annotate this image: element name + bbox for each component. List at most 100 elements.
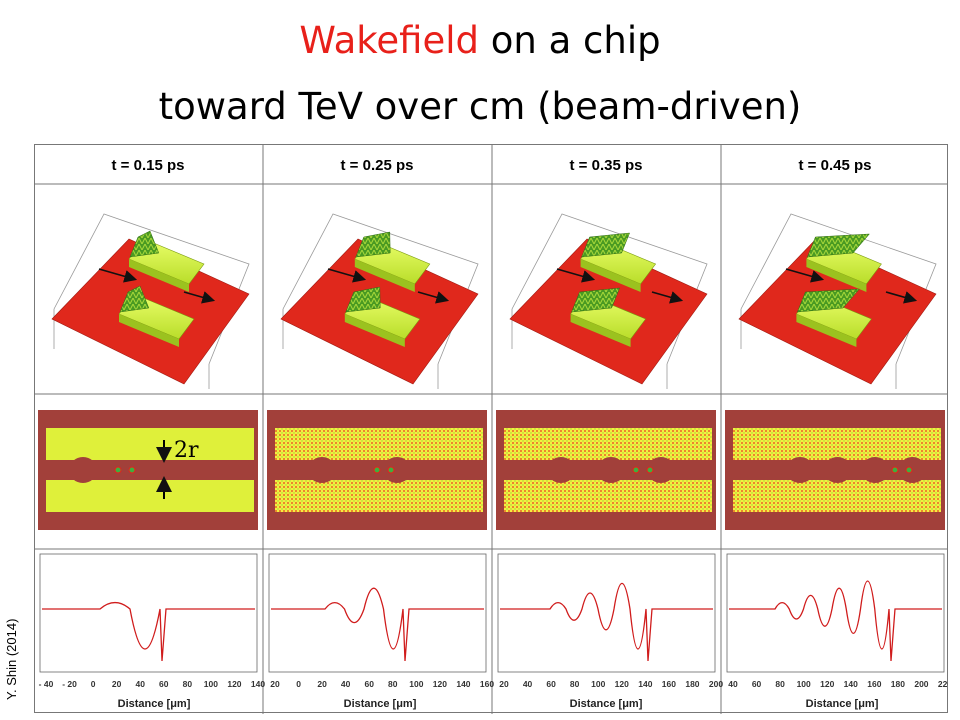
beam-arrow-in [556,268,596,283]
time-headers: t = 0.15 ps t = 0.25 ps t = 0.35 ps t = … [112,157,872,174]
3d-views-row [51,213,937,389]
beam-arrow-in [785,268,825,283]
lower-slab [46,480,254,512]
lower-slab [275,480,483,512]
header-time-3: t = 0.35 ps [570,157,643,174]
driver-bunch [905,466,913,474]
wake-bubble [861,457,889,483]
axis-titles: Distance [μm] Distance [μm] Distance [μm… [118,698,879,710]
grid-lines [34,144,948,714]
wake-structure [345,286,381,313]
credit-label: Y. Shin (2014) [4,618,19,700]
tick-label-p2-5: 80 [388,679,398,689]
upper-slab [504,428,712,460]
header-time-2: t = 0.25 ps [341,157,414,174]
upper-slab [733,428,941,460]
plot-frame [268,553,487,673]
header-time-1: t = 0.15 ps [112,157,185,174]
wake-bubble [786,457,814,483]
wake-structure [119,285,150,313]
field-trace [500,583,713,662]
header-time-4: t = 0.45 ps [799,157,872,174]
tick-label-p3-7: 160 [662,679,676,689]
cross-section-row [38,410,945,530]
tick-label-p2-8: 140 [456,679,470,689]
tick-labels: - 40 - 20 0 20 40 60 80 100 120 140 20 0… [39,679,948,689]
slab-side [580,259,641,292]
3d-view-1 [51,213,250,389]
tick-label-p4-9: 220 [938,679,948,689]
beam-arrow-out [417,291,450,304]
tick-label-p1-1: - 20 [62,679,77,689]
plot-frame [726,553,945,673]
field-trace [271,587,484,662]
wake-bubble [823,457,852,483]
cross-section-3 [496,410,716,530]
plot-frame [39,553,258,673]
3d-view-3 [509,213,708,389]
wake-structure [129,230,160,258]
slab-side [570,314,631,347]
tick-label-p1-5: 60 [159,679,169,689]
driver-bunch [128,466,136,474]
title-line1-rest: on a chip [490,19,661,62]
beam-arrow-in [98,268,138,283]
tick-label-p2-4: 60 [364,679,374,689]
x-axis-title-3: Distance [μm] [570,698,643,710]
slab-side [354,259,415,292]
cross-section-4 [725,410,945,530]
driver-bunch [387,466,395,474]
tick-label-p1-2: 0 [91,679,96,689]
wake-bubble [383,457,411,483]
wake-bubble [647,457,675,483]
beam-arrow-out [183,291,216,304]
field-trace [42,601,255,662]
tick-label-p3-5: 120 [615,679,629,689]
tick-label-p4-8: 200 [914,679,928,689]
tick-label-p1-3: 20 [112,679,122,689]
field-trace [729,580,942,662]
tick-label-p1-8: 120 [227,679,241,689]
tick-label-p2-3: 40 [341,679,351,689]
lower-slab [733,480,941,512]
wake-structure [797,288,860,313]
tick-label-p2-0: 20 [270,679,280,689]
wake-structure [355,231,391,258]
tick-label-p2-1: 0 [296,679,301,689]
tick-label-p4-5: 140 [844,679,858,689]
tick-label-p3-8: 180 [685,679,699,689]
slide-title-line1: Wakefield on a chip [0,18,960,64]
tick-label-p2-9: 160 [480,679,494,689]
tick-label-p2-6: 100 [409,679,423,689]
tick-label-p3-6: 140 [638,679,652,689]
tick-label-p1-9: 140 [251,679,265,689]
wake-structure [571,287,620,313]
field-plot-2 [268,553,487,673]
slab-side [806,259,867,292]
tick-label-p3-9: 200 [709,679,723,689]
3d-view-2 [280,213,479,389]
tick-label-p2-7: 120 [433,679,447,689]
lower-slab [504,480,712,512]
beam-arrow-in [327,268,367,283]
tick-label-p4-1: 60 [752,679,762,689]
radius-annotation: 2r [174,438,199,463]
slab-side [119,314,179,347]
3d-view-4 [738,213,937,389]
x-axis-title-1: Distance [μm] [118,698,191,710]
wake-structure [581,232,630,258]
figure-grid-svg: t = 0.15 ps t = 0.25 ps t = 0.35 ps t = … [34,144,948,714]
slide-title-line2: toward TeV over cm (beam-driven) [158,85,802,128]
wake-bubble [547,457,575,483]
tick-label-p3-3: 80 [570,679,580,689]
tick-label-p3-0: 20 [499,679,509,689]
beam-arrow-out [651,291,684,304]
plot-frame [497,553,716,673]
tick-label-p4-0: 40 [728,679,738,689]
wake-bubble [308,457,336,483]
x-axis-title-4: Distance [μm] [806,698,879,710]
tick-label-p1-0: - 40 [39,679,54,689]
field-plot-1 [39,553,258,673]
tick-label-p4-6: 160 [867,679,881,689]
beam-arrow-out [885,291,918,304]
